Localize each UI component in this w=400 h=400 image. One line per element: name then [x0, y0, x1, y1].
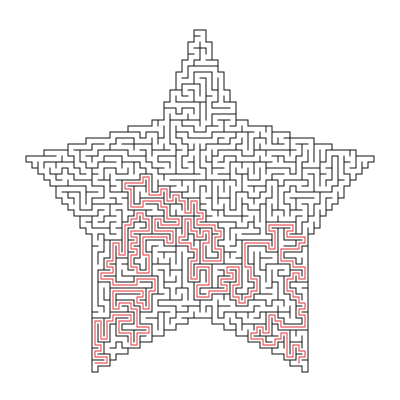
maze-walls [25, 29, 375, 373]
solution-path [94, 176, 306, 364]
maze-wall-lines [25, 29, 375, 373]
